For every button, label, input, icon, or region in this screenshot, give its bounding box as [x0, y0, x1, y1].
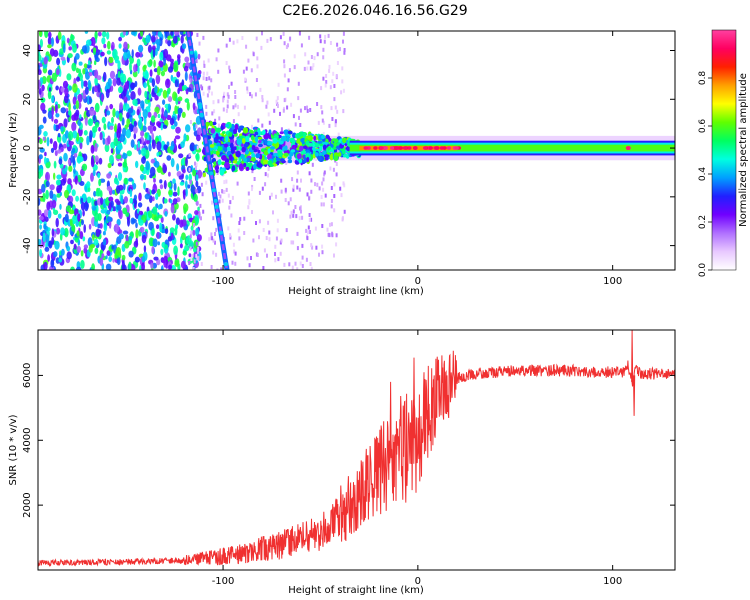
snr-xtick-label: 100: [603, 576, 622, 587]
colorbar: 0.0 0.2 0.4 0.6 0.8 Normalized spectral ampl…: [698, 29, 749, 278]
snr-ylabel: SNR (10 * v/v): [8, 414, 19, 485]
colorbar-tick-label: 0.6: [698, 119, 708, 134]
colorbar-tick-label: 0.4: [698, 167, 708, 182]
colorbar-tick-label: 0.0: [698, 263, 708, 278]
figure-title: C2E6.2026.046.16.56.G29: [282, 3, 467, 19]
snr-ytick-label: 2000: [22, 492, 33, 517]
spectrogram-frame: [37, 30, 676, 271]
spectrogram-xtick-label: -100: [212, 276, 235, 287]
snr-ytick-label: 6000: [22, 363, 33, 388]
spectrogram-ytick-label: 20: [22, 93, 33, 106]
snr-ytick-label: 4000: [22, 428, 33, 453]
snr-xtick-label: 0: [415, 576, 421, 587]
snr-ticks: -100 0 100 2000 4000 6000: [22, 330, 675, 587]
colorbar-frame: [711, 29, 737, 271]
colorbar-ticks: 0.0 0.2 0.4 0.6 0.8: [698, 71, 712, 278]
snr-xtick-label: -100: [212, 576, 235, 587]
spectrogram-xtick-label: 100: [603, 276, 622, 287]
colorbar-tick-label: 0.8: [698, 71, 708, 86]
colorbar-gradient: [712, 30, 736, 270]
spectrogram-panel: -100 0 100 -40 -20 0 20 40 Height of straight l…: [8, 30, 676, 297]
spectrogram-ylabel: Frequency (Hz): [8, 112, 19, 188]
snr-frame: [37, 329, 676, 571]
spectrogram-image: [38, 31, 675, 270]
spectrogram-ytick-label: -40: [22, 237, 33, 253]
snr-xlabel: Height of straight line (km): [288, 585, 424, 596]
spectrogram-ytick-label: -20: [22, 189, 33, 205]
snr-series-line: [38, 330, 675, 568]
spectrogram-ytick-label: 40: [22, 44, 33, 57]
colorbar-tick-label: 0.2: [698, 215, 708, 229]
spectrogram-xlabel: Height of straight line (km): [288, 286, 424, 297]
colorbar-label: Normalized spectral amplitude: [738, 73, 749, 227]
spectrogram-ytick-label: 0: [22, 145, 33, 151]
snr-panel: -100 0 100 2000 4000 6000 Height of straight …: [8, 329, 676, 596]
spectrogram-xtick-label: 0: [415, 276, 421, 287]
spectrogram-ticks: -100 0 100 -40 -20 0 20 40: [22, 31, 675, 287]
